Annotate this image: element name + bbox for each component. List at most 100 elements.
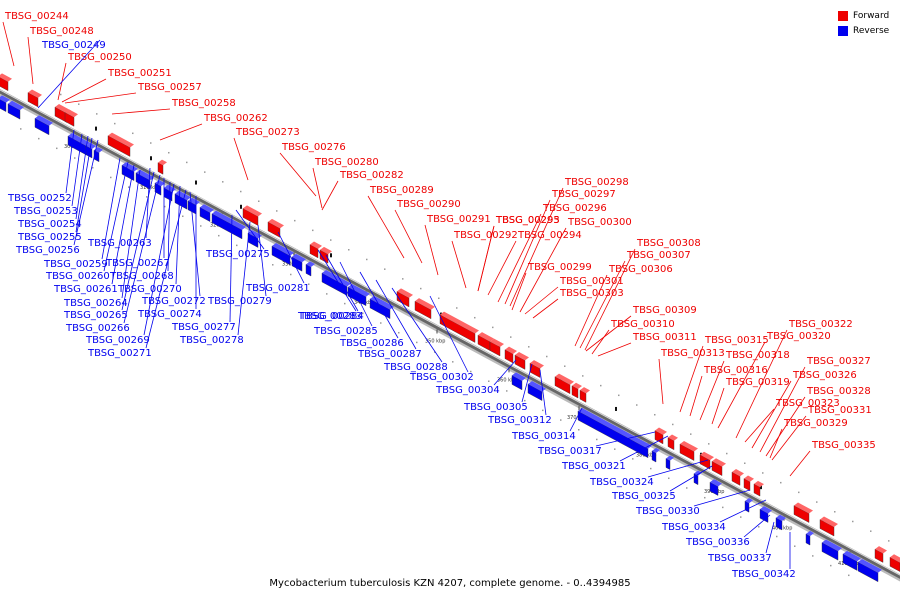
forward-gene-leader [771,415,807,461]
track-dot [254,254,256,256]
legend-swatch-reverse [838,25,848,36]
track-dot [416,341,418,344]
reverse-gene-label: TBSG_00337 [707,553,772,564]
gene-block-top [108,132,134,148]
gene-block-top [397,288,413,298]
forward-gene-block [731,471,741,486]
forward-gene-leader [27,36,34,85]
gene-block-top [268,218,284,229]
track-dot [812,555,814,557]
track-dot [348,249,350,251]
forward-gene-label: TBSG_00280 [314,157,379,168]
forward-gene-label: TBSG_00319 [725,377,790,388]
gene-block-top [580,387,590,394]
gene-block-top [843,550,861,562]
forward-gene-leader [511,272,527,311]
reverse-gene-leader [619,435,669,462]
forward-gene-leader [759,366,806,453]
track-dot [632,458,634,460]
reverse-gene-leader [359,271,399,339]
reverse-gene-leader [71,133,83,207]
track-dot [114,122,116,125]
forward-gene-leader [717,341,766,429]
forward-gene-leader [61,78,107,103]
forward-gene-label: TBSG_00297 [551,189,616,200]
forward-gene-label: TBSG_00298 [564,177,629,188]
gene-block-top [292,253,306,263]
track-dot [236,244,238,247]
track-dot [218,234,220,237]
gene-block-top [760,506,772,514]
gene-block-top [700,451,714,461]
reverse-gene-label: TBSG_00254 [17,219,82,230]
forward-gene-leader [524,286,559,315]
forward-gene-block [819,519,835,537]
forward-gene-leader [597,342,632,357]
reverse-gene-label: TBSG_00342 [731,569,796,580]
track-dot [888,540,890,542]
reverse-gene-block [759,508,769,523]
gene-block-top [8,100,24,111]
forward-gene-leader [159,123,203,141]
reverse-gene-label: TBSG_00269 [85,335,150,346]
forward-gene-label: TBSG_00293 [495,215,560,226]
track-dot [596,438,598,441]
reverse-gene-leader [123,174,161,324]
reverse-gene-label: TBSG_00321 [561,461,626,472]
gene-stub [330,253,332,258]
forward-gene-label: TBSG_00251 [107,68,172,79]
reverse-gene-leader [595,431,656,447]
forward-gene-leader [497,213,542,303]
scale-label: 350 kbp [425,339,445,345]
forward-gene-leader [585,315,632,352]
track-dot [272,264,274,266]
track-dot [330,239,332,241]
forward-gene-label: TBSG_00323 [775,398,840,409]
forward-gene-leader [509,187,564,307]
forward-gene-label: TBSG_00335 [811,440,876,451]
gene-block-top [158,159,167,166]
forward-gene-label: TBSG_00307 [626,250,691,261]
reverse-gene-label: TBSG_00266 [65,323,130,334]
reverse-gene-label: TBSG_00283 [297,311,362,322]
track-dot [564,365,566,367]
forward-gene-leader [2,21,15,67]
gene-block-top [694,470,702,476]
reverse-gene-leader [569,407,583,432]
reverse-gene-leader [317,249,357,312]
reverse-gene-leader [719,499,767,523]
track-dot [762,472,764,474]
gene-stub [195,180,197,185]
genome-axis [0,89,900,579]
reverse-gene-block [709,481,719,496]
reverse-gene-label: TBSG_00278 [179,335,244,346]
reverse-gene-label: TBSG_00264 [63,298,128,309]
legend-label-forward: Forward [853,10,890,21]
reverse-gene-leader [229,214,233,323]
track-dot [650,467,652,470]
forward-gene-block [489,341,501,357]
forward-gene-label: TBSG_00308 [636,238,701,249]
forward-gene-label: TBSG_00262 [203,113,268,124]
reverse-gene-block [775,517,783,531]
reverse-gene-leader [765,521,775,554]
reverse-gene-label: TBSG_00285 [313,326,378,337]
track-dot [636,404,638,406]
reverse-gene-label: TBSG_00265 [63,310,128,321]
gene-block-top [820,516,838,528]
track-dot [704,496,706,499]
reverse-gene-leader [257,224,267,297]
gene-block-top [530,360,544,369]
gene-block-top [652,447,660,454]
forward-gene-leader [504,199,551,305]
track-dot [308,283,310,285]
forward-gene-label: TBSG_00327 [806,356,871,367]
forward-gene-leader [279,152,317,197]
track-dot [344,302,346,305]
forward-gene-label: TBSG_00299 [527,262,592,273]
gene-block-top [322,269,351,287]
reverse-gene-label: TBSG_00270 [117,284,182,295]
forward-gene-leader [679,345,704,413]
track-dot [132,132,134,135]
